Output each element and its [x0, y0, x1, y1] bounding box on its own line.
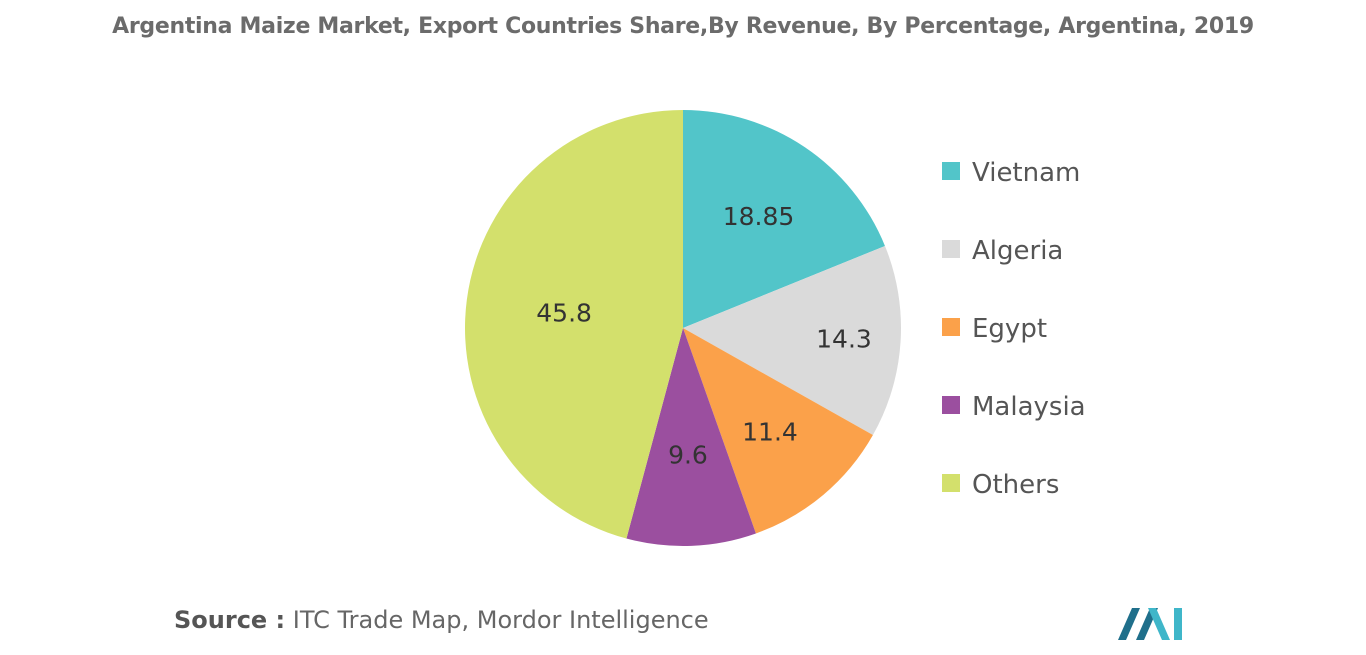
- pie-slice-others: [464, 110, 683, 539]
- pie-slice-algeria: [683, 245, 901, 436]
- data-label-malaysia: 9.6: [668, 440, 708, 469]
- legend: Vietnam Algeria Egypt Malaysia Others: [942, 158, 1086, 500]
- legend-swatch-algeria: [942, 240, 960, 258]
- legend-label-others: Others: [972, 470, 1059, 500]
- source-prefix: Source :: [174, 606, 286, 634]
- pie-slices: [464, 110, 901, 547]
- legend-label-algeria: Algeria: [972, 236, 1063, 266]
- data-label-vietnam: 18.85: [723, 202, 795, 231]
- legend-label-egypt: Egypt: [972, 314, 1047, 344]
- legend-label-vietnam: Vietnam: [972, 158, 1080, 188]
- source-text: ITC Trade Map, Mordor Intelligence: [285, 606, 709, 634]
- mordor-intelligence-logo-icon: [1118, 608, 1182, 640]
- legend-swatch-others: [942, 474, 960, 492]
- chart-title: Argentina Maize Market, Export Countries…: [112, 14, 1254, 39]
- legend-swatch-malaysia: [942, 396, 960, 414]
- legend-label-malaysia: Malaysia: [972, 392, 1086, 422]
- pie-data-labels: 18.85 14.3 11.4 9.6 45.8: [536, 202, 872, 469]
- pie-slice-vietnam: [683, 110, 885, 328]
- source-note: Source : ITC Trade Map, Mordor Intellige…: [174, 606, 709, 634]
- data-label-others: 45.8: [536, 298, 592, 327]
- legend-swatch-vietnam: [942, 162, 960, 180]
- pie-slice-egypt: [683, 328, 873, 534]
- pie-slice-malaysia: [626, 328, 756, 547]
- data-label-egypt: 11.4: [742, 417, 798, 446]
- data-label-algeria: 14.3: [816, 324, 872, 353]
- legend-swatch-egypt: [942, 318, 960, 336]
